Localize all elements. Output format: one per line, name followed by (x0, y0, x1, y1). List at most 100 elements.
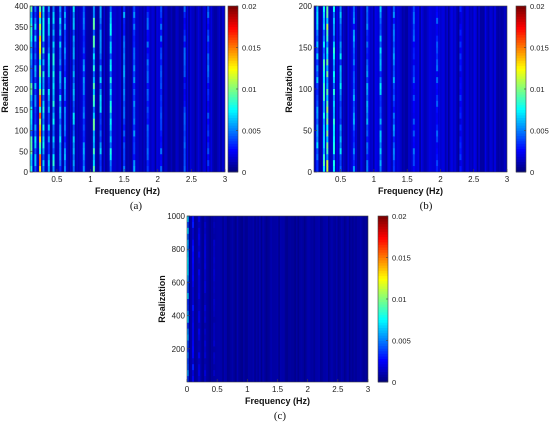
heatmap-column (502, 6, 505, 172)
peak-stripe (192, 340, 195, 347)
heatmap-column (220, 6, 223, 172)
peak-stripe (379, 166, 382, 172)
peak-stripe (123, 77, 126, 84)
peak-stripe (459, 166, 462, 172)
peak-stripe (39, 77, 42, 84)
peak-stripe (326, 106, 329, 114)
peak-stripe (133, 112, 136, 119)
peak-stripe (146, 160, 149, 167)
heatmap-column (106, 6, 109, 172)
peak-stripe (207, 59, 210, 66)
peak-stripe (198, 275, 201, 282)
colorbar-step (228, 86, 238, 90)
peak-stripe (316, 100, 319, 108)
peak-stripe (42, 77, 45, 84)
peak-stripe (183, 154, 186, 161)
peak-stripe (183, 41, 186, 48)
peak-stripe (352, 65, 355, 72)
peak-stripe (109, 59, 112, 66)
peak-stripe (72, 89, 75, 96)
peak-stripe (379, 23, 382, 31)
peak-stripe (198, 239, 201, 246)
peak-stripe (72, 65, 75, 72)
y-tick-label: 400 (15, 2, 29, 11)
peak-stripe (42, 136, 45, 143)
heatmap-column (231, 216, 234, 382)
peak-stripe (133, 35, 136, 42)
heatmap-column (156, 6, 159, 172)
heatmap-column (360, 6, 363, 172)
heatmap-column (117, 6, 120, 172)
peak-stripe (123, 100, 126, 108)
peak-stripe (392, 154, 395, 161)
heatmap-column (148, 6, 151, 172)
x-tick-label: 1.5 (402, 175, 414, 184)
colorbar-step (378, 304, 388, 308)
peak-stripe (213, 352, 216, 359)
peak-stripe (459, 106, 462, 114)
peak-stripe (459, 65, 462, 72)
peak-stripe (412, 53, 415, 60)
peak-stripe (99, 23, 102, 31)
colorbar-step (378, 260, 388, 264)
colorbar-step (228, 29, 238, 33)
heatmap-column (355, 6, 358, 172)
heatmap-column (57, 6, 60, 172)
peak-stripe (339, 136, 342, 143)
heatmap-column (318, 6, 321, 172)
colorbar-step (516, 81, 526, 85)
colorbar-step (228, 70, 238, 74)
peak-stripe (183, 118, 186, 125)
peak-stripe (34, 23, 37, 31)
peak-stripe (47, 23, 50, 31)
heatmap-column (165, 6, 168, 172)
colorbar-step (378, 288, 388, 292)
heatmap-column (463, 6, 466, 172)
peak-stripe (47, 17, 50, 25)
peak-stripe (326, 47, 329, 54)
peak-stripe (322, 100, 325, 108)
peak-stripe (436, 160, 439, 167)
peak-stripe (160, 94, 163, 102)
heatmap-column (71, 6, 74, 172)
peak-stripe (392, 112, 395, 119)
heatmap-column (489, 6, 492, 172)
heatmap-column (432, 6, 434, 172)
heatmap-column (331, 6, 334, 172)
peak-stripe (109, 29, 112, 36)
peak-stripe (59, 112, 62, 119)
peak-stripe (99, 65, 102, 72)
peak-stripe (366, 89, 369, 96)
colorbar-step (378, 311, 388, 315)
heatmap-column (494, 6, 497, 172)
peak-stripe (72, 59, 75, 66)
peak-stripe (392, 59, 395, 66)
peak-stripe (198, 287, 201, 294)
colorbar-step (516, 63, 526, 67)
peak-stripe (30, 160, 33, 167)
colorbar-step (228, 37, 238, 41)
peak-stripe (123, 106, 126, 114)
colorbar-step (516, 114, 526, 118)
peak-stripe (322, 6, 325, 13)
peak-stripe (52, 94, 55, 102)
peak-stripe (183, 100, 186, 108)
peak-stripe (187, 245, 189, 252)
peak-stripe (379, 148, 382, 155)
peak-stripe (30, 118, 33, 125)
peak-stripe (332, 166, 335, 172)
peak-stripe (459, 17, 462, 25)
peak-stripe (160, 166, 163, 172)
peak-stripe (352, 59, 355, 66)
peak-stripe (436, 100, 439, 108)
heatmap-column (299, 216, 302, 382)
peak-stripe (183, 142, 186, 149)
peak-stripe (316, 118, 319, 125)
peak-stripe (192, 299, 195, 306)
peak-stripe (379, 83, 382, 90)
peak-stripe (204, 346, 207, 353)
colorbar-step (228, 47, 238, 51)
peak-stripe (322, 71, 325, 78)
